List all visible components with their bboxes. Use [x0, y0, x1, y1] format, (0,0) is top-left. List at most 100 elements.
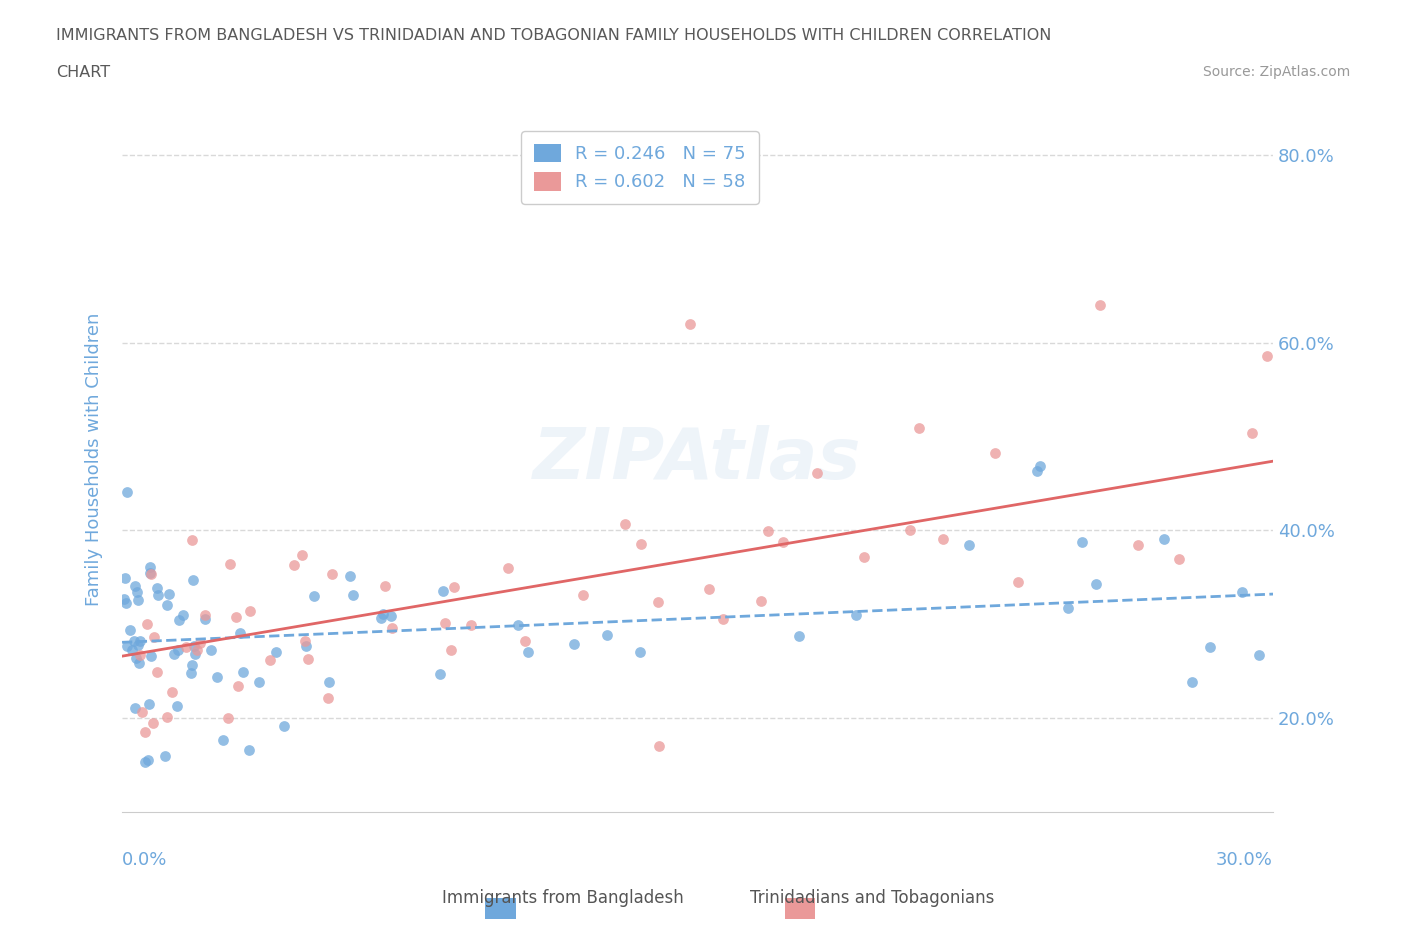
Point: [112, 591, 135, 606]
Point: [115, 639, 138, 654]
Legend: R = 0.246   N = 75, R = 0.602   N = 58: R = 0.246 N = 75, R = 0.602 N = 58: [522, 131, 759, 204]
Point: [139, 560, 162, 575]
Point: [498, 561, 520, 576]
Point: [134, 724, 156, 739]
Point: [1230, 585, 1253, 600]
Point: [318, 674, 340, 689]
Point: [226, 678, 249, 693]
Point: [1057, 601, 1080, 616]
Point: [142, 715, 165, 730]
Point: [273, 718, 295, 733]
Point: [167, 643, 190, 658]
Point: [232, 664, 254, 679]
Point: [1084, 577, 1107, 591]
Point: [125, 650, 148, 665]
Point: [157, 587, 180, 602]
Point: [124, 701, 146, 716]
Point: [297, 652, 319, 667]
Point: [181, 658, 204, 672]
Point: [163, 646, 186, 661]
Point: [166, 699, 188, 714]
Point: [190, 636, 212, 651]
Point: [118, 622, 141, 637]
Point: [630, 537, 652, 551]
Text: CHART: CHART: [56, 65, 110, 80]
Point: [172, 607, 194, 622]
Point: [429, 667, 451, 682]
Text: 0.0%: 0.0%: [122, 851, 167, 869]
Point: [1256, 349, 1278, 364]
Point: [138, 753, 160, 768]
Point: [1168, 551, 1191, 566]
Point: [131, 704, 153, 719]
Point: [806, 465, 828, 480]
Point: [697, 581, 720, 596]
Point: [1090, 298, 1112, 312]
Point: [321, 566, 343, 581]
Point: [648, 738, 671, 753]
Point: [115, 485, 138, 499]
Text: ZIPAtlas: ZIPAtlas: [533, 425, 862, 495]
Point: [217, 711, 239, 725]
Point: [647, 594, 669, 609]
Point: [212, 732, 235, 747]
Point: [508, 618, 530, 632]
Text: IMMIGRANTS FROM BANGLADESH VS TRINIDADIAN AND TOBAGONIAN FAMILY HOUSEHOLDS WITH : IMMIGRANTS FROM BANGLADESH VS TRINIDADIA…: [56, 28, 1052, 43]
Point: [127, 592, 149, 607]
Point: [772, 535, 794, 550]
Point: [1240, 425, 1263, 440]
Point: [160, 684, 183, 699]
Point: [259, 653, 281, 668]
Point: [957, 538, 980, 552]
Point: [180, 666, 202, 681]
Point: [266, 644, 288, 659]
Point: [167, 613, 190, 628]
Point: [127, 638, 149, 653]
Point: [180, 533, 202, 548]
Point: [225, 609, 247, 624]
Point: [1029, 458, 1052, 473]
Point: [572, 587, 595, 602]
Point: [183, 638, 205, 653]
Point: [134, 754, 156, 769]
Point: [1007, 575, 1029, 590]
Point: [845, 608, 868, 623]
Point: [932, 531, 955, 546]
Text: Immigrants from Bangladesh: Immigrants from Bangladesh: [441, 889, 683, 907]
Point: [128, 655, 150, 670]
Point: [238, 742, 260, 757]
Point: [291, 548, 314, 563]
Point: [679, 316, 702, 331]
Point: [294, 633, 316, 648]
Point: [138, 697, 160, 711]
Point: [146, 665, 169, 680]
Point: [371, 606, 394, 621]
Point: [443, 579, 465, 594]
Point: [155, 749, 177, 764]
Point: [562, 636, 585, 651]
Point: [143, 630, 166, 644]
Point: [229, 626, 252, 641]
Point: [342, 588, 364, 603]
Point: [749, 593, 772, 608]
Point: [1181, 675, 1204, 690]
Point: [146, 580, 169, 595]
Point: [156, 710, 179, 724]
Point: [194, 612, 217, 627]
Point: [1070, 535, 1092, 550]
Point: [1199, 640, 1222, 655]
Point: [114, 571, 136, 586]
Text: Trinidadians and Tobagonians: Trinidadians and Tobagonians: [749, 889, 994, 907]
Point: [432, 584, 454, 599]
Point: [1026, 464, 1049, 479]
Point: [852, 550, 875, 565]
Point: [433, 616, 456, 631]
Point: [124, 578, 146, 593]
Point: [515, 634, 537, 649]
Point: [129, 647, 152, 662]
Point: [238, 604, 260, 618]
Point: [304, 589, 326, 604]
Point: [127, 584, 149, 599]
Point: [789, 629, 811, 644]
Point: [517, 644, 540, 659]
